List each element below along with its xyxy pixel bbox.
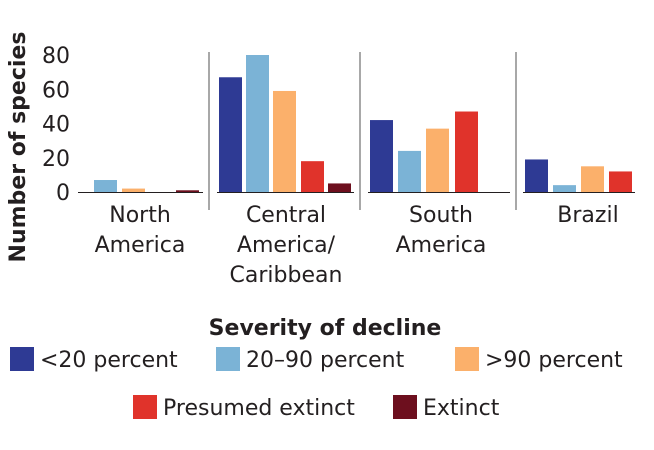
y-tick-label: 80 — [42, 44, 70, 69]
y-axis-title: Number of species — [6, 32, 31, 263]
bar — [370, 120, 393, 192]
y-tick-label: 40 — [42, 113, 70, 138]
region-label: Central America/Caribbean — [230, 203, 343, 288]
y-axis: 0 20 40 60 80 — [42, 44, 70, 206]
region-separators — [208, 52, 517, 210]
legend-label: Extinct — [423, 396, 500, 421]
bar — [273, 90, 296, 192]
bar — [581, 166, 604, 192]
legend-swatch — [10, 347, 34, 371]
legend-swatch — [133, 395, 157, 419]
y-tick-label: 60 — [42, 78, 70, 103]
region-label: Brazil — [557, 203, 618, 228]
legend-label: <20 percent — [40, 348, 178, 373]
legend-title: Severity of decline — [209, 316, 442, 341]
region-label: North America — [95, 203, 186, 258]
bar — [122, 188, 145, 192]
bar — [219, 77, 242, 192]
bar — [176, 190, 199, 192]
legend-label: 20–90 percent — [246, 348, 405, 373]
bar — [609, 171, 632, 192]
y-tick-label: 0 — [56, 181, 70, 206]
bars — [94, 55, 632, 192]
bar — [426, 128, 449, 192]
legend: <20 percent 20–90 percent >90 percent Presu… — [10, 347, 623, 421]
bar — [94, 180, 117, 192]
legend-swatch — [216, 347, 240, 371]
region-labels: North America Central America/Caribbean Sout… — [95, 203, 619, 288]
region-label: South America — [396, 203, 487, 258]
bar — [301, 161, 324, 192]
legend-swatch — [393, 395, 417, 419]
bar — [553, 185, 576, 192]
bar — [525, 159, 548, 192]
bar — [398, 150, 421, 192]
bar — [246, 55, 269, 192]
y-tick-label: 20 — [42, 147, 70, 172]
legend-label: >90 percent — [485, 348, 623, 373]
legend-label: Presumed extinct — [163, 396, 355, 421]
bar — [455, 111, 478, 192]
bar — [328, 183, 351, 192]
legend-swatch — [455, 347, 479, 371]
